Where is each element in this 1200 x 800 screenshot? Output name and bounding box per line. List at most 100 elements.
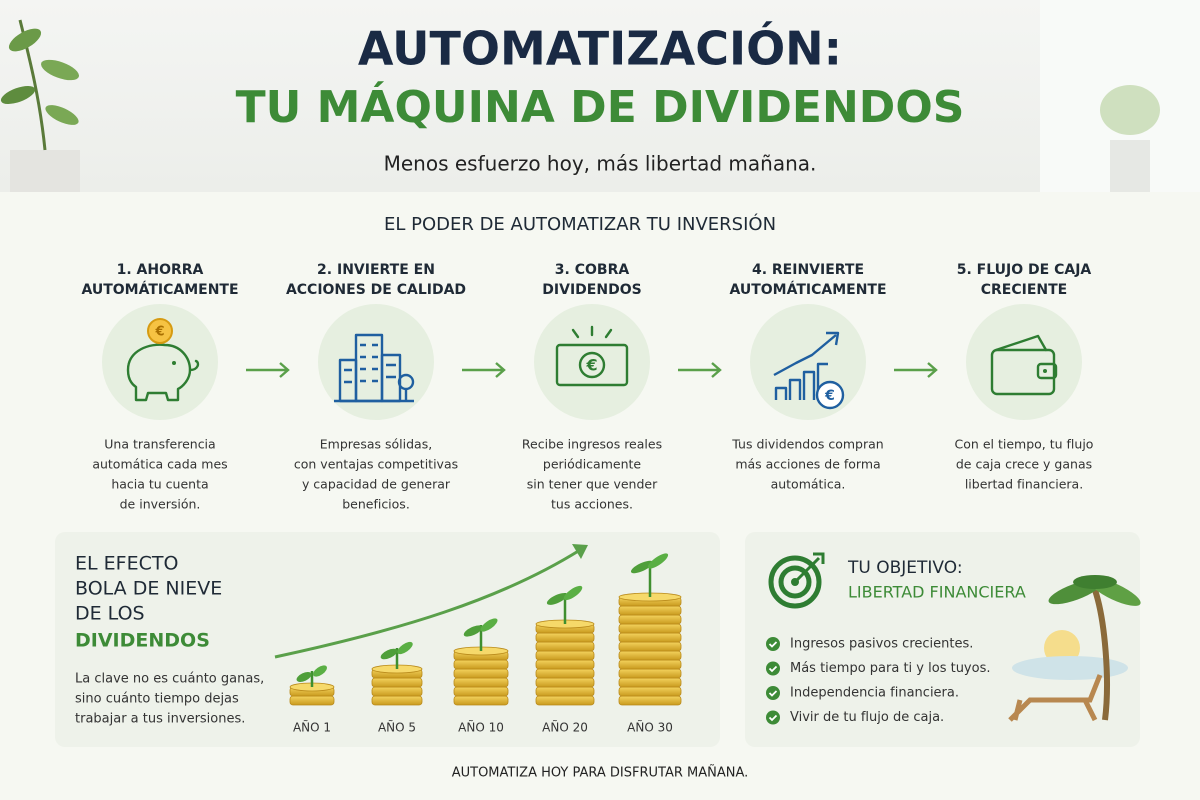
step-text: automática cada mes — [92, 457, 227, 472]
check-icon — [766, 661, 780, 676]
check-mark — [768, 714, 778, 722]
coin — [535, 659, 595, 670]
step-circle — [966, 304, 1082, 420]
beach-illustration — [1008, 575, 1141, 722]
coin — [371, 677, 423, 688]
coin — [535, 650, 595, 661]
coin — [453, 677, 509, 688]
sprout-leaf — [463, 625, 483, 637]
step-arrow — [246, 362, 290, 378]
coin — [535, 686, 595, 697]
coin — [618, 677, 682, 688]
step-text: de inversión. — [120, 497, 201, 512]
step-text: Empresas sólidas, — [320, 437, 432, 452]
sprout-leaf — [546, 593, 568, 605]
year-label: AÑO 5 — [378, 720, 416, 735]
step-text: con ventajas competitivas — [294, 457, 458, 472]
steps: 1. AHORRA AUTOMÁTICAMENTE Una transferenci… — [81, 262, 1093, 512]
title-line: AUTOMATIZACIÓN: — [358, 22, 842, 76]
section-title: EL PODER DE AUTOMATIZAR TU INVERSIÓN — [384, 213, 776, 235]
check-icon — [766, 686, 780, 700]
step-arrow — [462, 362, 506, 378]
coin — [618, 668, 682, 679]
coin — [371, 695, 423, 706]
coin — [618, 614, 682, 625]
year-label: AÑO 30 — [627, 720, 673, 735]
step-text: libertad financiera. — [965, 477, 1083, 492]
coin-stacks: AÑO 1 AÑO 5 AÑO 10 AÑO 20 AÑO 30 — [289, 553, 682, 735]
coin — [535, 641, 595, 652]
step-title: 4. REINVIERTE — [752, 262, 864, 278]
coin — [618, 695, 682, 706]
step-text: sin tener que vender — [527, 477, 658, 492]
growth-arrow — [274, 548, 581, 659]
coin — [618, 659, 682, 670]
step-circle — [534, 304, 650, 420]
snowball-title: DE LOS — [75, 603, 145, 625]
coin — [535, 632, 595, 643]
check-mark — [768, 690, 778, 697]
sprout-leaf — [647, 553, 669, 569]
snowball-text: sino cuánto tiempo dejas — [75, 692, 239, 707]
step-text: más acciones de forma — [735, 457, 880, 472]
step-title: 5. FLUJO DE CAJA — [957, 262, 1092, 278]
step-arrow — [894, 362, 938, 378]
sprout-leaf — [296, 672, 312, 682]
coin — [453, 668, 509, 679]
growth-arrow-head — [572, 544, 588, 559]
goal-item: Ingresos pasivos crecientes. — [790, 637, 973, 652]
goal-item: Más tiempo para ti y los tuyos. — [790, 661, 990, 676]
goal-item: Vivir de tu flujo de caja. — [790, 710, 944, 725]
sprout-leaf — [480, 618, 498, 632]
snowball-title: EL EFECTO — [75, 553, 178, 575]
goal-item: Independencia financiera. — [790, 686, 959, 701]
coin — [618, 650, 682, 661]
year-label: AÑO 20 — [542, 720, 588, 735]
coin — [618, 623, 682, 634]
target-icon — [768, 552, 825, 609]
snowball-title: BOLA DE NIEVE — [75, 578, 222, 600]
step-title: AUTOMÁTICAMENTE — [81, 281, 238, 298]
step-icons: € € € — [126, 318, 1058, 410]
sprout-leaf — [563, 585, 583, 601]
coin — [371, 686, 423, 697]
footer: AUTOMATIZA HOY PARA DISFRUTAR MAÑANA. — [452, 765, 749, 781]
step-title: 1. AHORRA — [117, 262, 204, 278]
check-mark — [768, 641, 778, 648]
goal-panel — [745, 532, 1140, 747]
coin — [453, 659, 509, 670]
check-icon — [766, 637, 780, 651]
coin — [535, 668, 595, 679]
step-title: AUTOMÁTICAMENTE — [729, 281, 886, 298]
step-text: hacia tu cuenta — [111, 477, 208, 492]
step-title: ACCIONES DE CALIDAD — [286, 282, 466, 298]
step-text: Con el tiempo, tu flujo — [955, 437, 1094, 452]
sprout-leaf — [313, 665, 327, 677]
step-text: Tus dividendos compran — [731, 437, 883, 452]
snowball-title: DIVIDENDOS — [75, 630, 210, 652]
check-icon — [766, 710, 780, 725]
sprout-leaf — [380, 648, 398, 660]
step-text: beneficios. — [342, 497, 410, 512]
plant-decoration — [0, 0, 1200, 192]
svg-text:€: € — [824, 388, 835, 404]
sprout-leaf — [630, 560, 654, 574]
coin — [535, 677, 595, 688]
step-title: 2. INVIERTE EN — [317, 262, 435, 278]
subtitle: Menos esfuerzo hoy, más libertad mañana. — [384, 152, 817, 176]
year-label: AÑO 1 — [293, 720, 331, 735]
sprout-leaf — [397, 641, 413, 655]
step-circle — [750, 304, 866, 420]
coin — [618, 605, 682, 616]
step-text: automática. — [771, 477, 846, 492]
coin — [535, 695, 595, 706]
goal-items: Ingresos pasivos crecientes. Más tiempo p… — [766, 637, 990, 725]
step-circle — [102, 304, 218, 420]
step-text: y capacidad de generar — [302, 477, 451, 492]
title-line: TU MÁQUINA DE DIVIDENDOS — [236, 80, 965, 133]
step-title: DIVIDENDOS — [542, 282, 641, 298]
step-text: Recibe ingresos reales — [522, 437, 662, 452]
coin — [453, 686, 509, 697]
coin — [289, 695, 335, 706]
